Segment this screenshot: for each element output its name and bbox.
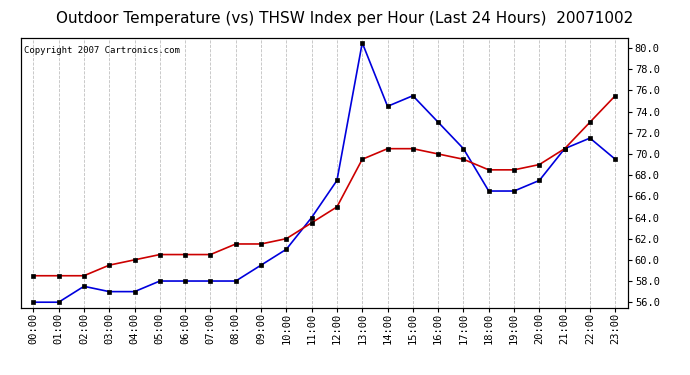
Text: Outdoor Temperature (vs) THSW Index per Hour (Last 24 Hours)  20071002: Outdoor Temperature (vs) THSW Index per … [57, 11, 633, 26]
Text: Copyright 2007 Cartronics.com: Copyright 2007 Cartronics.com [23, 46, 179, 55]
